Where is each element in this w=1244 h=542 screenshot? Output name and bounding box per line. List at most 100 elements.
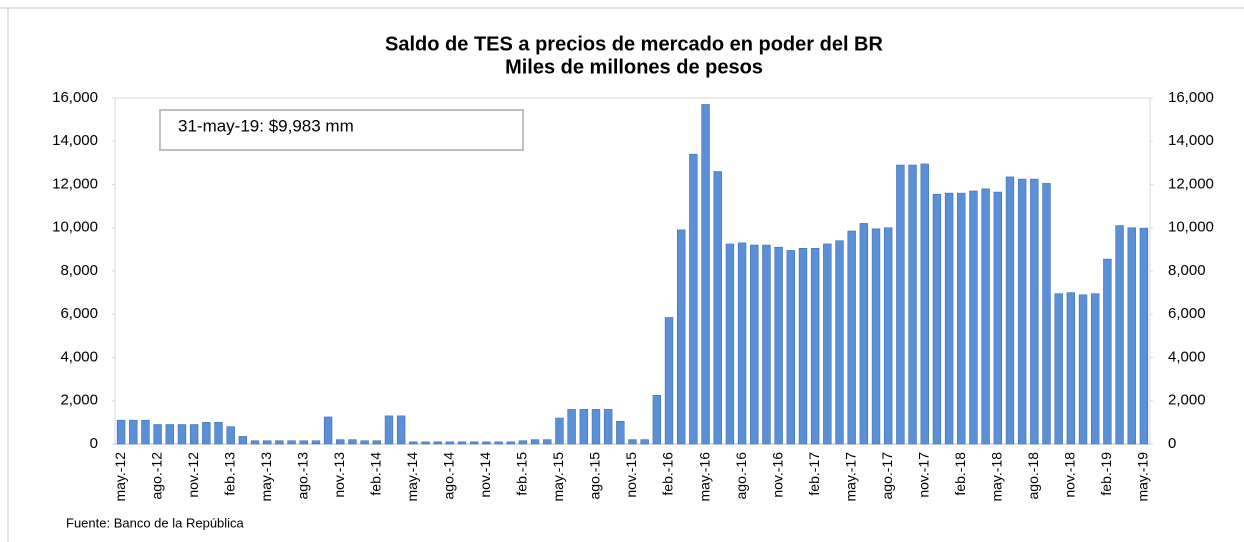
x-tick-label: ago.-12 [148, 452, 164, 500]
x-tick-label: may.-13 [258, 452, 274, 502]
bar [944, 192, 954, 445]
chart-subtitle: Miles de millones de pesos [505, 56, 763, 78]
bar [311, 440, 321, 445]
y-tick-label: 4,000 [60, 348, 98, 365]
x-tick-label: nov.-14 [477, 452, 493, 498]
bar [652, 395, 662, 445]
bar [177, 424, 187, 445]
bar [421, 441, 430, 445]
y-tick-label: 0 [90, 435, 98, 452]
y-tick-label: 8,000 [60, 262, 98, 279]
bar [141, 419, 150, 445]
bar [275, 440, 284, 445]
bar [871, 228, 881, 445]
bar [348, 439, 357, 445]
x-tick-label: nov.-16 [769, 452, 785, 498]
bar [129, 419, 138, 445]
y-tick-label: 10,000 [52, 219, 98, 236]
bar [616, 420, 625, 445]
bar [543, 439, 552, 445]
y2-tick-label: 8,000 [1168, 262, 1206, 279]
bar [1005, 176, 1015, 445]
bar [981, 188, 990, 445]
x-tick-label: feb.-15 [514, 452, 530, 496]
x-tick-label: may.-15 [550, 452, 566, 502]
y-tick-label: 6,000 [60, 305, 98, 322]
bar [677, 229, 686, 445]
bar [360, 440, 369, 445]
bar [1042, 183, 1051, 445]
x-tick-label: feb.-17 [806, 452, 822, 496]
bar [969, 190, 978, 445]
bar [299, 440, 308, 445]
bar [762, 244, 771, 445]
bar [640, 439, 649, 445]
bar [701, 104, 710, 445]
bar [603, 409, 613, 445]
bar [263, 440, 272, 445]
x-tick-label: ago.-18 [1025, 452, 1041, 500]
bar [591, 409, 601, 445]
bar [445, 441, 455, 445]
x-tick-label: may.-12 [112, 452, 128, 502]
bar [250, 440, 260, 445]
bar [506, 441, 515, 445]
bar [530, 439, 540, 445]
bar [1103, 258, 1112, 445]
bar [957, 192, 966, 445]
y2-tick-label: 6,000 [1168, 305, 1206, 322]
x-tick-label: feb.-14 [367, 452, 383, 496]
bar [750, 244, 759, 445]
bar [1066, 292, 1076, 445]
bar [725, 243, 735, 445]
bar [567, 409, 576, 445]
bar [384, 415, 394, 445]
bar [908, 164, 917, 445]
y2-tick-label: 16,000 [1168, 89, 1214, 106]
bar [689, 153, 698, 445]
x-tick-label: may.-14 [404, 452, 420, 502]
x-tick-label: feb.-13 [221, 452, 237, 496]
bar [628, 439, 637, 445]
bar [396, 415, 406, 445]
x-tick-label: feb.-18 [952, 452, 968, 496]
bar [214, 422, 223, 445]
bar [713, 171, 722, 445]
y-tick-label: 2,000 [60, 392, 98, 409]
bar [1127, 227, 1136, 445]
bar [226, 426, 235, 445]
x-tick-label: ago.-15 [587, 452, 603, 500]
bar [1078, 294, 1088, 445]
bar [664, 317, 674, 445]
x-tick-label: ago.-13 [294, 452, 310, 500]
bar [153, 424, 162, 445]
bar [482, 441, 491, 445]
x-tick-label: nov.-13 [331, 452, 347, 498]
x-tick-label: nov.-17 [915, 452, 931, 498]
x-tick-label: ago.-16 [733, 452, 749, 500]
bar [920, 163, 929, 445]
y2-tick-label: 14,000 [1168, 132, 1214, 149]
x-tick-label: ago.-17 [879, 452, 895, 500]
x-tick-label: nov.-12 [185, 452, 201, 498]
x-tick-label: may.-18 [988, 452, 1004, 502]
chart-title: Saldo de TES a precios de mercado en pod… [385, 33, 883, 55]
bar [774, 246, 783, 445]
x-tick-label: may.-19 [1135, 452, 1151, 502]
x-tick-label: ago.-14 [441, 452, 457, 500]
y-tick-label: 14,000 [52, 132, 98, 149]
x-tick-label: feb.-19 [1098, 452, 1114, 496]
bar [518, 440, 528, 445]
bar [323, 416, 333, 445]
bar [993, 191, 1002, 445]
bar [165, 424, 174, 445]
bar [202, 422, 211, 445]
bar [457, 441, 467, 445]
bar [579, 409, 588, 445]
bar [823, 243, 832, 445]
bar [1139, 227, 1149, 445]
bar [238, 436, 248, 445]
bar [336, 439, 345, 445]
